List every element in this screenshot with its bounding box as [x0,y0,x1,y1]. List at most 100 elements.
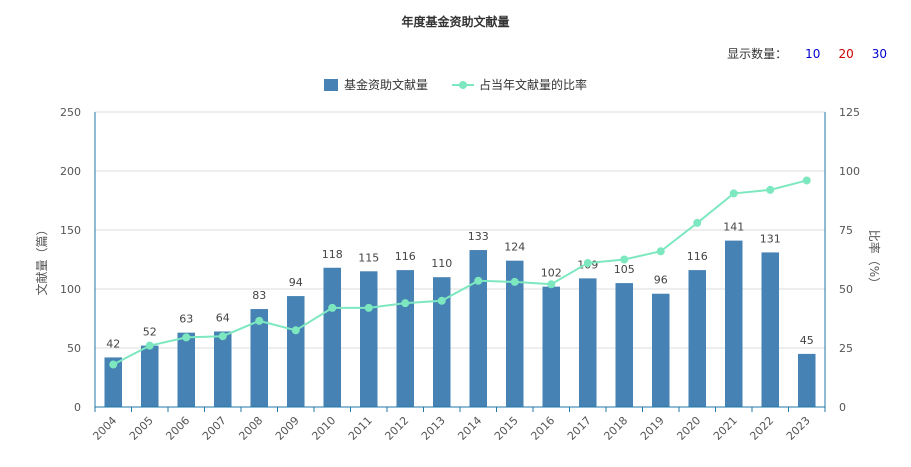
bar-value-label: 116 [395,250,416,263]
bar-value-label: 45 [800,334,814,347]
bar-value-label: 63 [179,313,193,326]
chart-title: 年度基金资助文献量 [401,15,510,29]
display-count-option-20[interactable]: 20 [838,46,854,61]
x-tick-label: 2023 [784,414,813,443]
y-axis-title: 文献量（篇） [34,223,49,295]
bar [359,271,378,407]
x-tick-label: 2008 [236,414,265,443]
x-tick-label: 2019 [638,414,667,443]
bar-value-label: 110 [431,257,452,270]
bar [177,332,196,407]
bar [396,270,415,407]
ratio-point [766,185,775,194]
y-tick-label: 50 [67,342,81,355]
display-count-option-30[interactable]: 30 [871,46,887,61]
x-tick-label: 2017 [565,414,594,443]
ratio-point [218,332,227,341]
bar [505,260,524,407]
ratio-point [437,296,446,305]
bar [724,240,743,407]
ratio-line [112,179,808,366]
bar [688,270,707,407]
legend-item-line-series[interactable]: 占当年文献量的比率 [452,76,587,93]
legend-item-bar-series[interactable]: 基金资助文献量 [323,76,428,93]
legend: 基金资助文献量 占当年文献量的比率 [0,76,911,93]
y2-tick-label: 125 [839,106,860,119]
y2-tick-label: 100 [839,165,860,178]
y2-tick-label: 75 [839,224,853,237]
ratio-point [474,276,483,285]
y-tick-label: 200 [60,165,81,178]
bar-value-label: 52 [143,326,157,339]
bar-value-label: 115 [358,251,379,264]
x-tick-label: 2014 [455,414,484,443]
bar-value-label: 116 [687,250,708,263]
bar-value-label: 96 [654,274,668,287]
y2-tick-label: 25 [839,342,853,355]
legend-bar-swatch [323,78,338,91]
bar [286,296,305,407]
display-count-option-10[interactable]: 10 [805,46,821,61]
x-tick-label: 2015 [492,414,521,443]
y2-tick-label: 50 [839,283,853,296]
ratio-point [109,360,118,369]
bar [578,278,597,407]
ratio-point [328,303,337,312]
bar [432,277,451,407]
bar-value-label: 118 [322,248,343,261]
bar-value-label: 102 [541,267,562,280]
x-tick-label: 2010 [309,414,338,443]
bar [797,353,816,407]
bar [213,331,232,407]
bar-value-label: 131 [760,232,781,245]
x-tick-label: 2004 [90,414,119,443]
bar-value-label: 133 [468,230,489,243]
x-tick-label: 2013 [419,414,448,443]
bar [651,293,670,407]
ratio-point [583,259,592,268]
x-tick-label: 2007 [200,414,229,443]
y-tick-label: 150 [60,224,81,237]
ratio-point [547,280,556,289]
ratio-point [729,189,738,198]
x-tick-label: 2020 [674,414,703,443]
y2-axis-title: 比率（%） [867,230,882,289]
x-tick-label: 2009 [273,414,302,443]
y-tick-label: 250 [60,106,81,119]
bar-value-label: 124 [504,241,525,254]
y2-tick-label: 0 [839,401,846,414]
bar [615,283,634,407]
x-tick-label: 2016 [528,414,557,443]
bar-value-label: 83 [252,289,266,302]
x-tick-label: 2006 [163,414,192,443]
ratio-point [401,299,410,308]
display-count-control: 显示数量： 10 20 30 [727,45,887,62]
legend-label-line-series: 占当年文献量的比率 [479,78,588,92]
x-tick-label: 2012 [382,414,411,443]
bar-value-label: 64 [216,311,230,324]
bar-value-label: 141 [723,221,744,234]
bar-value-label: 94 [289,276,303,289]
display-count-label: 显示数量： [727,47,788,61]
ratio-point [364,303,373,312]
x-tick-label: 2011 [346,414,375,443]
bar-value-label: 42 [106,337,120,350]
bar [469,250,488,407]
ratio-point [145,341,154,350]
legend-line-swatch [452,79,474,91]
legend-label-bar-series: 基金资助文献量 [343,78,428,92]
ratio-point [656,247,665,256]
ratio-point [255,316,264,325]
y-tick-label: 0 [74,401,81,414]
bar [323,267,342,407]
ratio-point [620,255,629,264]
ratio-point [182,333,191,342]
x-tick-label: 2018 [601,414,630,443]
ratio-point [802,176,811,185]
x-tick-label: 2021 [711,414,740,443]
ratio-point [510,277,519,286]
bar [761,252,780,407]
ratio-point [291,326,300,335]
ratio-point [693,218,702,227]
